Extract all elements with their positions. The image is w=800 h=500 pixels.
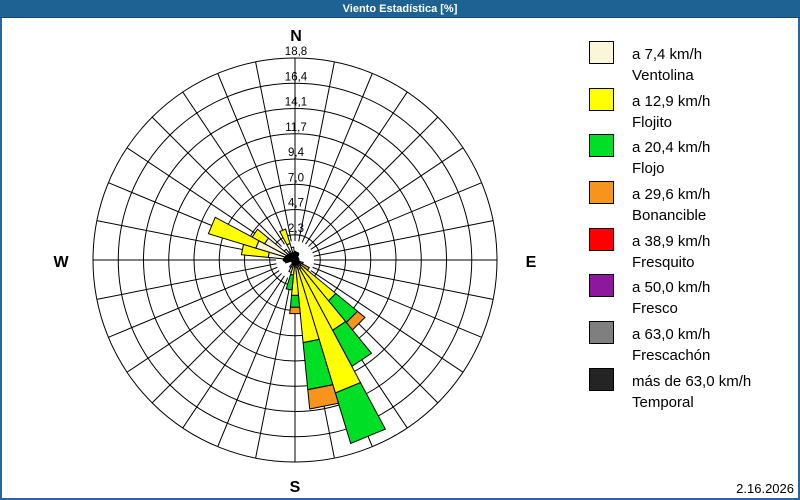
window-border-bottom <box>0 498 800 500</box>
legend-swatch-bonancible <box>589 181 614 205</box>
grid-spoke <box>126 147 280 250</box>
radial-axis-label: 4,7 <box>288 198 304 210</box>
petal-segment-flojo <box>334 381 387 445</box>
legend-text: a 38,9 km/h Fresquito <box>632 228 710 273</box>
legend-entry-flojito: a 12,9 km/h Flojito <box>589 87 751 135</box>
legend-text: a 63,0 km/h Frescachón <box>632 321 710 366</box>
legend-speed-label: a 20,4 km/h <box>632 139 711 157</box>
legend-entry-bonancible: a 29,6 km/h Bonancible <box>589 181 751 228</box>
compass-label-west: W <box>53 254 69 271</box>
legend-swatch-flojo <box>589 134 614 158</box>
legend-name-label: Frescachón <box>632 347 711 365</box>
rose-center-blob <box>282 251 300 263</box>
radial-axis-label: 2,3 <box>288 223 304 235</box>
legend-name-label: Fresquito <box>632 253 695 271</box>
grid-spoke <box>182 275 285 429</box>
legend-swatch-frescachón <box>589 321 614 345</box>
legend-speed-label: a 7,4 km/h <box>632 46 703 63</box>
compass-label-east: E <box>525 254 537 271</box>
grid-spoke <box>313 220 494 257</box>
grid-spoke <box>217 73 289 243</box>
radial-axis-label: 9,4 <box>288 147 305 159</box>
grid-spoke <box>310 270 464 373</box>
radial-axis-label: 7,0 <box>288 172 304 184</box>
legend-entry-fresquito: a 38,9 km/h Fresquito <box>589 227 751 275</box>
radial-axis-label: 16,4 <box>285 71 308 83</box>
petal-segment-flojito <box>207 216 260 249</box>
compass-label-south: S <box>289 479 301 496</box>
window-title: Viento Estadística [%] <box>0 0 800 18</box>
window-border-right <box>798 18 800 500</box>
grid-spoke <box>217 277 289 447</box>
grid-spoke <box>151 116 282 247</box>
grid-spoke <box>182 91 285 245</box>
legend-text: a 20,4 km/h Flojo <box>632 134 710 179</box>
legend-entry-fresco: a 50,0 km/h Fresco <box>589 274 751 321</box>
grid-spoke <box>255 278 292 459</box>
date-label: 2.16.2026 <box>736 481 794 496</box>
legend-text: a 29,6 km/h Bonancible <box>632 181 710 226</box>
grid-spoke <box>310 147 464 250</box>
legend-entry-ventolina: a 7,4 km/h Ventolina <box>589 41 751 88</box>
radial-axis-label: 11,7 <box>285 122 307 134</box>
legend-speed-label: a 38,9 km/h <box>632 232 711 250</box>
legend-name-label: Flojito <box>632 113 673 131</box>
legend-name-label: Temporal <box>632 393 694 411</box>
legend-text: a 50,0 km/h Fresco <box>632 274 710 319</box>
legend-swatch-temporal <box>589 367 614 391</box>
window-border-left <box>0 18 2 500</box>
legend-entry-temporal: más de 63,0 km/h Temporal <box>589 367 751 415</box>
petal-segment-flojo <box>285 273 295 291</box>
grid-spoke <box>96 263 277 300</box>
legend-text: a 12,9 km/h Flojito <box>632 88 710 133</box>
petal-segment-bonancible <box>289 306 301 315</box>
legend-speed-label: más de 63,0 km/h <box>632 372 752 390</box>
legend-name-label: Fresco <box>632 300 678 318</box>
legend-entry-flojo: a 20,4 km/h Flojo <box>589 134 751 181</box>
wind-speed-legend: a 7,4 km/h Ventolina a 12,9 km/h Flojito a 2… <box>589 41 751 415</box>
legend-name-label: Ventolina <box>632 67 694 84</box>
legend-text: más de 63,0 km/h Temporal <box>632 368 751 413</box>
rose-center-dot <box>290 255 300 265</box>
grid-spoke <box>313 263 494 300</box>
petal-segment-flojito <box>251 228 270 245</box>
radial-axis-label: 18,8 <box>285 46 307 58</box>
legend-swatch-fresquito <box>589 227 614 251</box>
grid-spoke <box>151 273 282 404</box>
grid-spoke <box>298 61 335 242</box>
legend-name-label: Bonancible <box>632 207 707 225</box>
grid-spoke <box>312 182 482 254</box>
legend-swatch-fresco <box>589 274 614 298</box>
petal-segment-flojo <box>289 294 301 308</box>
legend-swatch-flojito <box>589 87 614 111</box>
grid-spoke <box>305 91 408 245</box>
grid-spoke <box>126 270 280 373</box>
petal-segment-flojito <box>279 228 291 246</box>
grid-spoke <box>301 73 373 243</box>
legend-entry-frescachón: a 63,0 km/h Frescachón <box>589 321 751 368</box>
legend-speed-label: a 50,0 km/h <box>632 279 711 297</box>
petal-segment-bonancible <box>307 384 340 410</box>
legend-speed-label: a 12,9 km/h <box>632 92 711 110</box>
legend-name-label: Flojo <box>632 160 665 178</box>
legend-speed-label: a 63,0 km/h <box>632 326 711 344</box>
grid-spoke <box>255 61 292 242</box>
compass-label-north: N <box>290 28 302 45</box>
grid-spoke <box>108 266 278 338</box>
legend-speed-label: a 29,6 km/h <box>632 186 711 204</box>
grid-spoke <box>312 266 482 338</box>
grid-spoke <box>308 116 439 247</box>
legend-swatch-ventolina <box>589 41 614 64</box>
radial-axis-label: 14,1 <box>285 97 307 109</box>
legend-text: a 7,4 km/h Ventolina <box>632 41 702 86</box>
